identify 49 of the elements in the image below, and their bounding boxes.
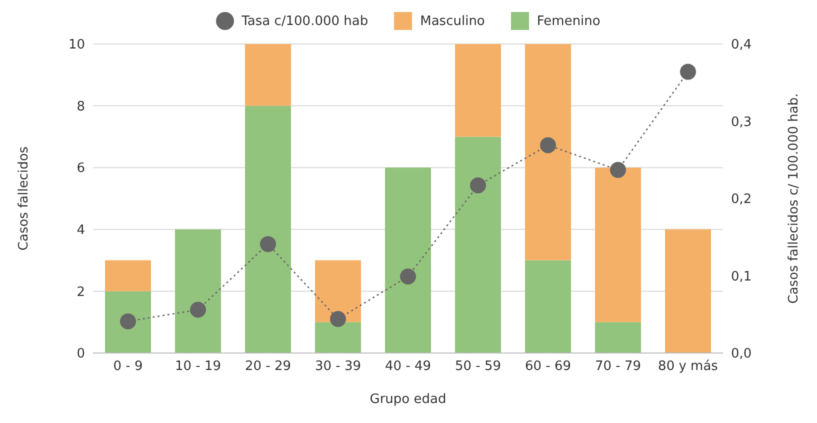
bar bbox=[315, 322, 361, 353]
bar bbox=[665, 229, 711, 353]
bar bbox=[595, 322, 641, 353]
x-tick-label: 60 - 69 bbox=[524, 359, 572, 374]
point bbox=[400, 268, 416, 285]
point bbox=[610, 162, 626, 178]
point bbox=[470, 177, 486, 194]
y2-tick-label: 0,2 bbox=[731, 192, 752, 208]
x-tick-label: 0 - 9 bbox=[113, 359, 143, 374]
bar bbox=[525, 44, 571, 260]
legend-label: Masculino bbox=[419, 12, 485, 30]
y2-tick-label: 0,0 bbox=[731, 346, 752, 362]
bar bbox=[385, 168, 431, 353]
point bbox=[190, 302, 206, 318]
x-tick-label: 50 - 59 bbox=[454, 359, 502, 374]
point bbox=[260, 236, 276, 252]
x-axis-title: Grupo edad bbox=[370, 392, 446, 407]
point bbox=[540, 137, 556, 154]
bar bbox=[245, 44, 291, 106]
legend-label: Femenino bbox=[536, 12, 600, 30]
bar bbox=[175, 229, 221, 353]
y-tick-label: 2 bbox=[76, 284, 85, 300]
y2-tick-label: 0,4 bbox=[731, 38, 752, 53]
y-tick-label: 6 bbox=[76, 161, 85, 176]
x-tick-label: 10 - 19 bbox=[174, 359, 222, 374]
y2-axis-title: Casos fallecidos c/ 100.000 hab. bbox=[786, 93, 802, 304]
y-tick-label: 10 bbox=[68, 38, 85, 53]
point bbox=[330, 311, 346, 328]
x-tick-label: 20 - 29 bbox=[244, 359, 292, 374]
y2-tick-label: 0,3 bbox=[731, 114, 752, 130]
x-tick-label: 80 y más bbox=[658, 359, 718, 374]
x-tick-label: 30 - 39 bbox=[314, 359, 362, 374]
bar bbox=[455, 44, 501, 137]
point bbox=[680, 64, 696, 80]
x-tick-label: 70 - 79 bbox=[594, 359, 642, 374]
bar bbox=[525, 260, 571, 353]
y2-tick-label: 0,1 bbox=[731, 269, 752, 284]
y-tick-label: 0 bbox=[76, 346, 85, 362]
y-tick-label: 4 bbox=[76, 223, 85, 238]
bar bbox=[105, 260, 151, 292]
x-tick-label: 40 - 49 bbox=[384, 359, 432, 374]
bar bbox=[315, 260, 361, 322]
bar bbox=[455, 136, 501, 353]
bar bbox=[595, 168, 641, 322]
bar bbox=[105, 291, 151, 353]
y-axis-title: Casos fallecidos bbox=[16, 146, 32, 251]
legend-label: Tasa c/100.000 hab bbox=[240, 12, 368, 30]
y-tick-label: 8 bbox=[76, 99, 85, 114]
bar bbox=[245, 106, 291, 353]
